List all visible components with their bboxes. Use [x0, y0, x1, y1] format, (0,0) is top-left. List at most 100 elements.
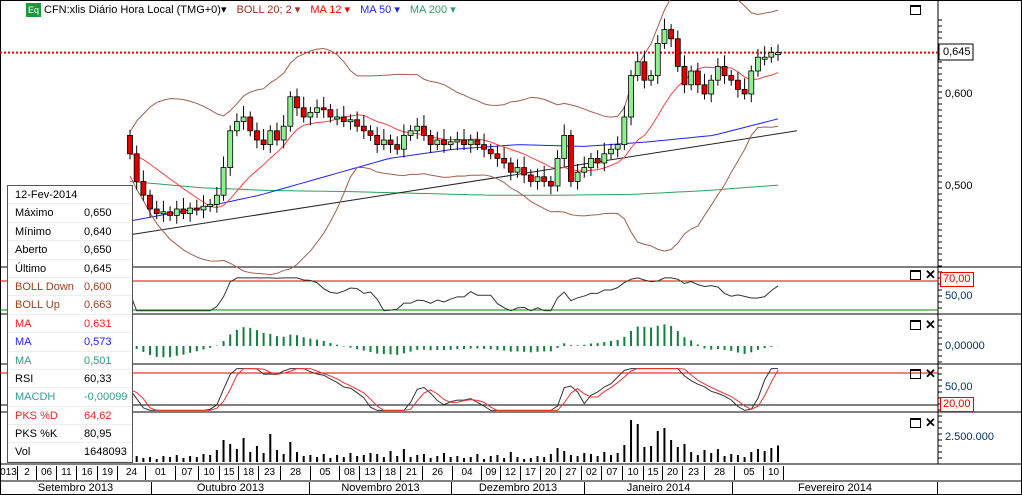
info-value: 0,645 — [84, 262, 112, 275]
info-value: 64,62 — [84, 409, 112, 422]
candle-body — [694, 70, 701, 86]
candle-body — [274, 130, 280, 141]
candle-body — [628, 75, 634, 118]
candle-body — [254, 130, 260, 141]
candle-body — [200, 205, 207, 211]
month-label: Dezembro 2013 — [452, 482, 585, 495]
date-tick: 20 — [541, 466, 561, 480]
info-row: PKS %D 64,62 — [8, 407, 132, 426]
rsi-70-tag: 70,00 — [940, 272, 974, 287]
candle-body — [260, 139, 267, 145]
month-label: Novembro 2013 — [310, 482, 452, 495]
month-label: Outubro 2013 — [152, 482, 310, 495]
maximize-panel-icon[interactable] — [910, 270, 921, 280]
date-tick: 01 — [146, 466, 176, 480]
info-row: MACDH -0,00099 — [8, 388, 132, 407]
candle-body — [133, 153, 140, 182]
date-tick: 21 — [401, 466, 423, 480]
date-tick: 04 — [453, 466, 482, 480]
date-tick: 10 — [623, 466, 644, 480]
maximize-panel-icon[interactable] — [910, 369, 921, 379]
date-tick: 013 — [0, 466, 18, 480]
candle-body — [153, 208, 160, 214]
date-tick: 06 — [37, 466, 57, 480]
candle-body — [554, 157, 561, 187]
date-tick: 10 — [199, 466, 220, 480]
candle-body — [441, 139, 447, 145]
info-row: Mínimo 0,640 — [8, 223, 132, 242]
info-key: BOLL Down — [15, 280, 74, 293]
candle-body — [354, 119, 361, 127]
trendline — [129, 130, 798, 236]
close-panel-icon[interactable]: ✕ — [925, 267, 936, 282]
info-row: Aberto 0,650 — [8, 241, 132, 260]
candle-body — [541, 176, 548, 182]
month-label: Fevereiro 2014 — [733, 482, 938, 495]
indicator-ma200[interactable]: MA 200 ▾ — [409, 4, 456, 16]
maximize-panel-icon[interactable] — [910, 418, 921, 428]
symbol-dropdown[interactable]: CFN:xlis Diário Hora Local (TMG+0)▾ — [44, 4, 227, 16]
candle-body — [688, 70, 695, 86]
indicator-ma50[interactable]: MA 50 ▾ — [360, 4, 400, 16]
info-row: Vol 1648093 — [8, 443, 132, 462]
indicator-boll[interactable]: BOLL 20; 2 ▾ — [236, 4, 301, 16]
info-value: 0,501 — [84, 354, 112, 367]
candle-body — [407, 130, 414, 136]
candle-body — [394, 144, 401, 150]
info-key: Máximo — [15, 207, 54, 220]
candle-body — [755, 56, 761, 72]
info-key: Mínimo — [15, 225, 52, 238]
date-tick: 26 — [423, 466, 453, 480]
date-tick: 23 — [683, 466, 705, 480]
date-tick: 18 — [381, 466, 401, 480]
info-key: PKS %D — [15, 409, 58, 422]
boll-up-line — [129, 0, 779, 132]
info-key: BOLL Up — [15, 299, 60, 312]
rsi-line — [129, 277, 779, 312]
info-row: BOLL Down 0,600 — [8, 278, 132, 297]
close-panel-icon[interactable]: ✕ — [925, 317, 936, 332]
candle-body — [568, 134, 574, 182]
info-value: 0,631 — [84, 317, 112, 330]
candle-body — [227, 130, 234, 169]
candle-body — [775, 52, 781, 55]
price-label: 0,600 — [945, 88, 973, 100]
candle-body — [507, 162, 514, 173]
candle-body — [674, 38, 681, 67]
candle-body — [641, 61, 648, 81]
date-tick: 05 — [311, 466, 340, 480]
candle-body — [608, 148, 614, 155]
candle-body — [454, 139, 461, 143]
date-tick: 02 — [582, 466, 602, 480]
info-value: 0,650 — [84, 207, 112, 220]
maximize-panel-icon[interactable] — [910, 320, 921, 330]
candle-body — [474, 139, 481, 145]
date-tick: 15 — [644, 466, 663, 480]
candle-body — [340, 116, 347, 122]
candle-body — [714, 66, 721, 81]
close-panel-icon[interactable]: ✕ — [925, 415, 936, 430]
candle-body — [220, 167, 227, 196]
candle-body — [187, 207, 194, 215]
candle-body — [233, 121, 240, 132]
date-tick: 27 — [561, 466, 582, 480]
candle-body — [668, 29, 675, 40]
candle-body — [661, 29, 668, 44]
date-tick: 07 — [602, 466, 623, 480]
candle-body — [708, 79, 715, 95]
volume-label: 2.500.000 — [945, 431, 994, 443]
close-panel-icon[interactable]: ✕ — [925, 366, 936, 381]
info-value: 0,663 — [84, 299, 112, 312]
candle-body — [280, 125, 287, 141]
candle-body — [481, 144, 487, 150]
maximize-panel-icon[interactable] — [910, 5, 921, 15]
info-value: 1648093 — [84, 446, 127, 459]
indicator-ma12[interactable]: MA 12 ▾ — [310, 4, 351, 16]
candle-body — [374, 134, 381, 145]
date-tick: 2 — [18, 466, 37, 480]
candle-body — [287, 96, 294, 127]
candle-body — [748, 70, 755, 95]
date-tick: 09 — [482, 466, 501, 480]
